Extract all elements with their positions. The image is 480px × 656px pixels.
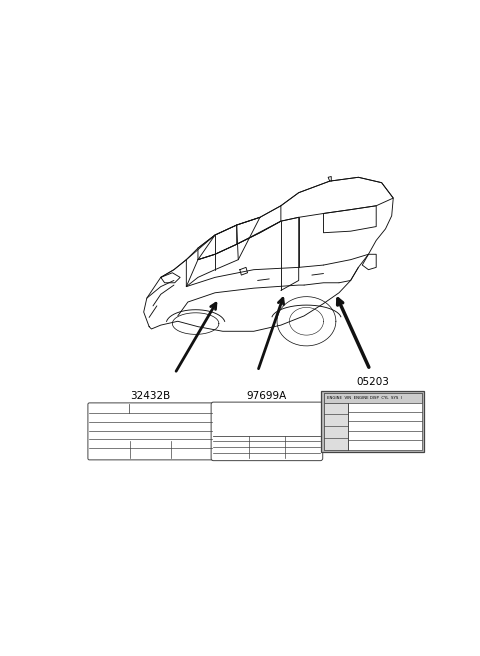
FancyBboxPatch shape <box>211 402 323 461</box>
Bar <box>324 393 422 450</box>
FancyBboxPatch shape <box>88 403 214 460</box>
Bar <box>324 393 422 403</box>
Bar <box>321 390 424 452</box>
Bar <box>324 403 348 450</box>
Text: ENGINE  VIN  ENGINE DISP  CYL  SYS  I: ENGINE VIN ENGINE DISP CYL SYS I <box>326 396 402 400</box>
Text: 05203: 05203 <box>356 377 389 387</box>
Text: 32432B: 32432B <box>131 390 171 401</box>
Text: 97699A: 97699A <box>247 390 287 401</box>
